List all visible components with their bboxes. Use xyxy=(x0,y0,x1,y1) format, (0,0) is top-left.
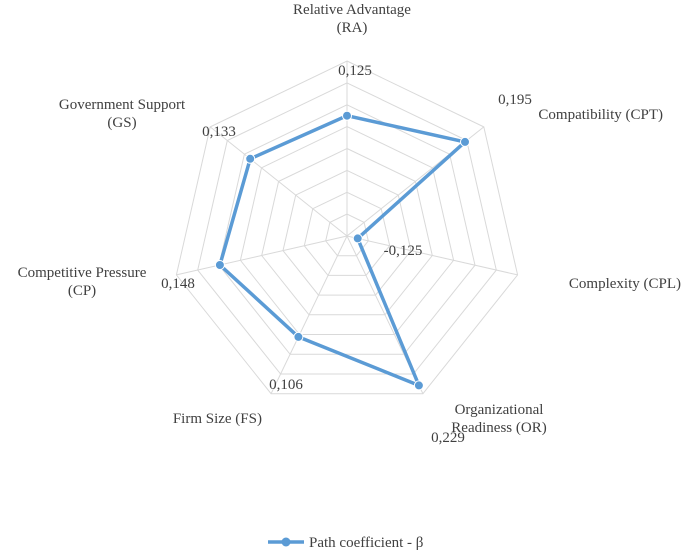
grid-ring xyxy=(197,82,497,375)
data-point xyxy=(413,380,424,391)
data-point xyxy=(214,260,225,270)
series-line xyxy=(218,113,467,388)
grid-ring xyxy=(218,104,476,355)
axis-label-line: Organizational xyxy=(455,402,544,418)
series-path-coefficient xyxy=(214,110,470,391)
data-label: 0,148 xyxy=(161,276,195,292)
grid-spoke xyxy=(346,235,518,276)
data-label: 0,229 xyxy=(431,430,465,446)
grid-ring xyxy=(261,147,433,316)
axis-label: Firm Size (FS) xyxy=(173,411,262,427)
grid-ring xyxy=(282,169,412,296)
axis-label: Compatibility (CPT) xyxy=(538,107,663,123)
data-label: 0,106 xyxy=(269,377,303,393)
axis-label-line: (GS) xyxy=(107,115,136,131)
axis-label-line: Relative Advantage xyxy=(293,2,411,18)
data-point xyxy=(342,110,352,121)
axis-label-line: Government Support xyxy=(59,97,186,113)
axis-label-line: Readiness (OR) xyxy=(451,420,546,436)
data-label: -0,125 xyxy=(384,243,423,259)
grid-spoke xyxy=(209,126,348,237)
legend-label: Path coefficient - β xyxy=(309,535,423,551)
data-labels: 0,125 0,195 -0,125 0,229 0,106 0,148 0,133 xyxy=(161,63,532,446)
axis-label-line: Complexity (CPL) xyxy=(569,276,681,292)
data-point xyxy=(293,331,304,342)
axis-label: Government Support (GS) xyxy=(59,97,186,131)
radar-grid xyxy=(175,60,519,395)
axis-label-line: Compatibility (CPT) xyxy=(538,107,663,123)
data-label: 0,195 xyxy=(498,92,532,108)
axis-label: Organizational Readiness (OR) xyxy=(451,402,546,436)
data-point xyxy=(460,136,470,147)
axis-label-line: Firm Size (FS) xyxy=(173,411,262,427)
axis-label: Relative Advantage (RA) xyxy=(293,2,411,36)
axis-label: Competitive Pressure (CP) xyxy=(18,265,147,299)
legend-dot-marker xyxy=(281,537,291,547)
grid-ring xyxy=(325,213,369,257)
data-label: 0,133 xyxy=(202,124,236,140)
axis-label-line: Competitive Pressure xyxy=(18,265,147,281)
axis-label-line: (RA) xyxy=(337,20,368,36)
axis-label: Complexity (CPL) xyxy=(569,276,681,292)
data-point xyxy=(245,153,256,164)
grid-ring xyxy=(175,60,519,395)
axis-labels: Relative Advantage (RA) Compatibility (CPT… xyxy=(18,2,681,436)
grid-spoke xyxy=(270,235,348,394)
legend: Path coefficient - β xyxy=(268,535,423,551)
data-point xyxy=(352,233,363,244)
grid-spoke xyxy=(176,235,348,276)
data-label: 0,125 xyxy=(338,63,372,79)
axis-label-line: (CP) xyxy=(68,283,96,299)
grid-ring xyxy=(239,126,455,335)
